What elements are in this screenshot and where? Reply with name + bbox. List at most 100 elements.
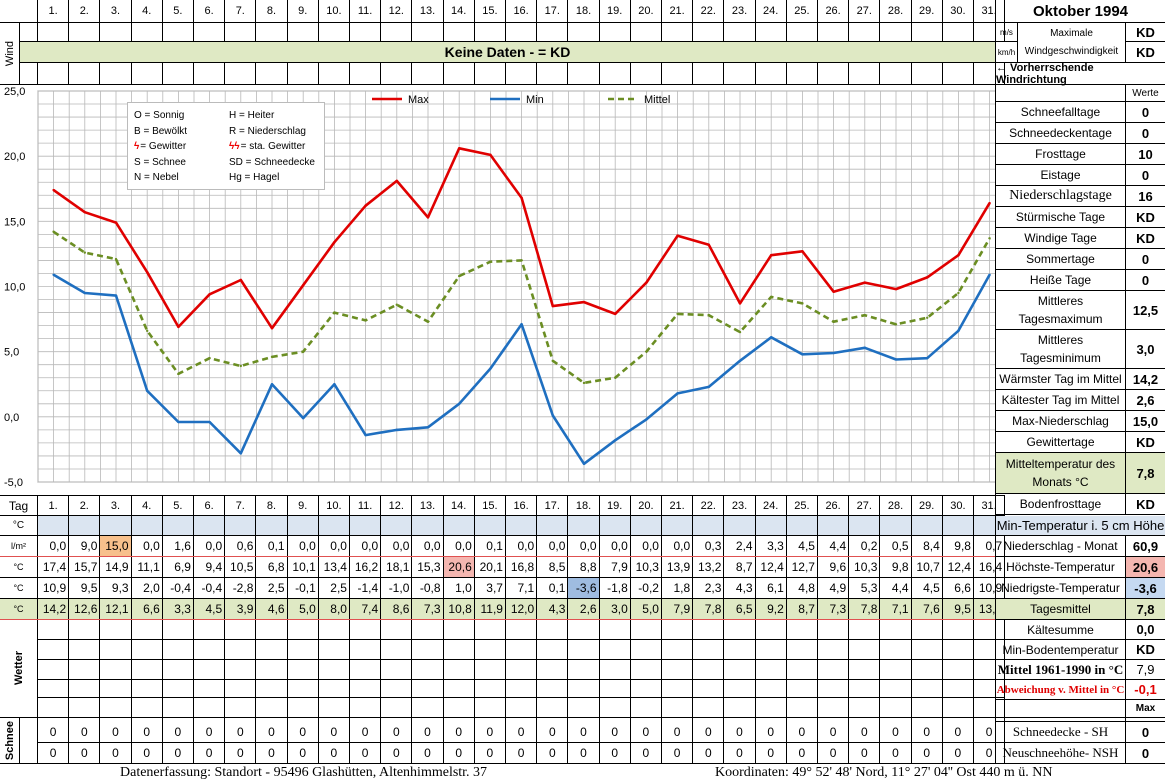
wind-cell xyxy=(786,63,818,85)
wind-max-label-2: Windgeschwindigkeit xyxy=(1024,45,1119,57)
wetter-cell xyxy=(693,680,725,698)
day-header-cell: 3. xyxy=(100,0,132,23)
legend-symbol-text: N = Nebel xyxy=(134,172,179,184)
min-temp-cell: 4,8 xyxy=(786,578,818,599)
wetter-cell xyxy=(443,640,475,660)
summary-label: Tagesmittel xyxy=(995,599,1125,620)
tag-day-cell: 29. xyxy=(911,495,943,516)
summary-value: 0 xyxy=(1125,743,1165,764)
data-point-max xyxy=(832,290,835,293)
stat-label: Windige Tage xyxy=(995,228,1125,249)
wetter-cell xyxy=(412,620,444,640)
wetter-cell xyxy=(318,680,350,698)
sh-cell: 0 xyxy=(318,722,350,743)
min-temp-cell: 1,0 xyxy=(443,578,475,599)
schnee-label: Schnee xyxy=(0,718,20,764)
stat-label: Mittleres Tagesminimum xyxy=(995,330,1125,369)
wetter-cell xyxy=(568,698,600,718)
day-header-cell: 13. xyxy=(412,0,444,23)
stat-label: Wärmster Tag im Mittel xyxy=(995,369,1125,390)
min-temp-cell: 2,5 xyxy=(318,578,350,599)
min-temp-cell: 4,3 xyxy=(724,578,756,599)
stat-label: Mitteltemperatur des Monats °C xyxy=(995,453,1125,494)
wetter-cell xyxy=(630,680,662,698)
wetter-cell xyxy=(225,640,257,660)
nsh-cell: 0 xyxy=(942,743,974,764)
stat-label: Heiße Tage xyxy=(995,270,1125,291)
data-point-max xyxy=(395,179,398,183)
data-point-max xyxy=(645,281,648,284)
legend-symbol-left: N = Nebel xyxy=(134,172,229,183)
tag-day-cell: 17. xyxy=(537,495,569,516)
wind-cell xyxy=(350,23,382,42)
mean-temp-cell: 3,3 xyxy=(162,599,194,620)
wetter-cell xyxy=(724,660,756,680)
min-5cm-cell xyxy=(162,516,194,536)
wind-cell xyxy=(38,23,70,42)
min-5cm-cell xyxy=(318,516,350,536)
max-temp-cell: 8,7 xyxy=(724,557,756,578)
stats-header-left xyxy=(995,85,1125,102)
wetter-cell xyxy=(849,620,881,640)
min-5cm-cell xyxy=(412,516,444,536)
wind-cell xyxy=(880,63,912,85)
wind-cell xyxy=(194,23,226,42)
day-header-cell: 19. xyxy=(599,0,631,23)
nsh-cell: 0 xyxy=(786,743,818,764)
wind-unit-kmh: km/h xyxy=(995,42,1017,63)
max-temp-cell: 8,5 xyxy=(537,557,569,578)
wetter-cell xyxy=(630,660,662,680)
max-temp-cell: 6,9 xyxy=(162,557,194,578)
nsh-cell: 0 xyxy=(568,743,600,764)
sh-cell: 0 xyxy=(942,722,974,743)
sh-cell: 0 xyxy=(849,722,881,743)
wetter-cell xyxy=(724,640,756,660)
wetter-cell xyxy=(911,680,943,698)
min-5cm-cell xyxy=(880,516,912,536)
min-5cm-cell xyxy=(506,516,538,536)
wind-max-label: Maximale Windgeschwindigkeit xyxy=(1017,23,1125,63)
mean-temp-cell: 11,9 xyxy=(474,599,506,620)
max-temp-cell: 10,1 xyxy=(287,557,319,578)
mean-temp-cell: 12,1 xyxy=(100,599,132,620)
data-point-mittel xyxy=(770,295,773,299)
wind-cell xyxy=(818,63,850,85)
wind-cell xyxy=(225,23,257,42)
stat-value: 14,2 xyxy=(1125,369,1165,390)
precip-cell: 0,0 xyxy=(537,536,569,557)
data-point-mittel xyxy=(676,312,679,316)
schnee-gap-cell xyxy=(537,718,569,722)
wind-cell xyxy=(942,23,974,42)
data-point-min xyxy=(458,402,461,405)
max-temp-cell: 10,3 xyxy=(849,557,881,578)
nsh-cell: 0 xyxy=(350,743,382,764)
data-point-min xyxy=(676,392,679,395)
wetter-cell xyxy=(256,660,288,680)
data-point-mittel xyxy=(83,251,87,254)
tag-day-cell: 1. xyxy=(38,495,70,516)
wetter-cell xyxy=(131,620,163,640)
wind-cell xyxy=(412,23,444,42)
legend-symbol-right: R = Niederschlag xyxy=(229,126,306,137)
wetter-cell xyxy=(381,640,413,660)
precip-cell: 0,0 xyxy=(443,536,475,557)
wetter-cell xyxy=(194,680,226,698)
schnee-gap-cell xyxy=(787,718,818,722)
wind-cell xyxy=(662,63,694,85)
schnee-gap-cell xyxy=(381,718,413,722)
nsh-cell: 0 xyxy=(38,743,70,764)
stat-value: KD xyxy=(1125,207,1165,228)
wetter-cell xyxy=(786,640,818,660)
wind-cell xyxy=(537,63,569,85)
wetter-cell xyxy=(693,620,725,640)
wetter-cell xyxy=(974,640,1006,660)
mean-temp-cell: 8,0 xyxy=(318,599,350,620)
stat-value: KD xyxy=(1125,494,1165,515)
wetter-cell xyxy=(755,620,787,640)
data-point-mittel xyxy=(738,330,742,334)
schnee-unit-cell xyxy=(20,718,38,764)
wind-label-text: Wind xyxy=(3,40,16,67)
nsh-cell: 0 xyxy=(630,743,662,764)
wind-cell xyxy=(350,63,382,85)
day-header-cell: 30. xyxy=(942,0,974,23)
